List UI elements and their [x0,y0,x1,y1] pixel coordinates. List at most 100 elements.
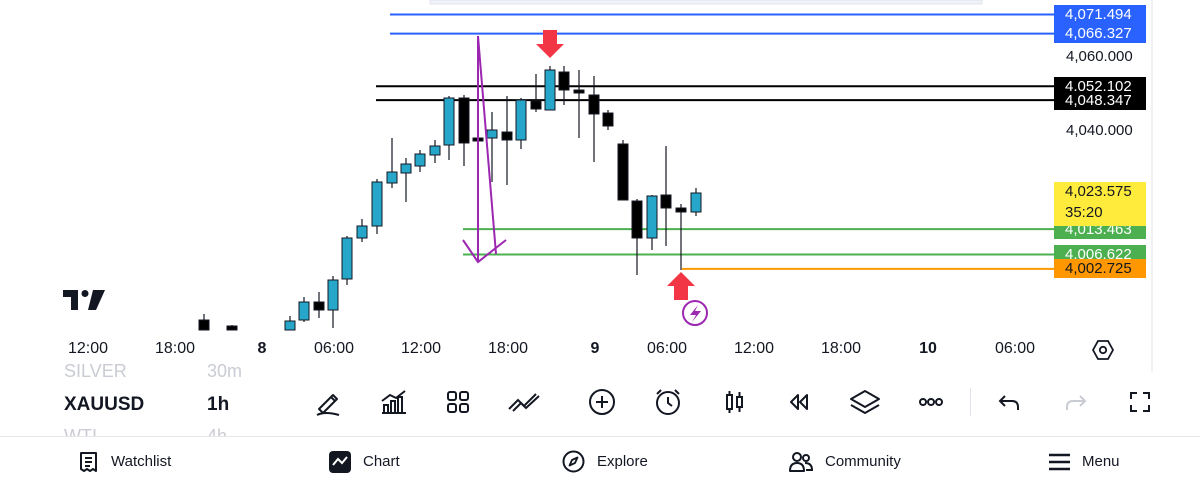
more-icon[interactable] [913,384,949,420]
candle [588,76,600,162]
candle [327,276,339,328]
candle [313,292,325,318]
candle [198,314,210,331]
drawings-icon[interactable] [506,384,542,420]
bottom-navigation: Watchlist Chart Explore Community Menu [0,436,1200,486]
candle-body [356,225,368,239]
candle-body [573,89,585,94]
price-label: 4,071.494 [1054,4,1146,24]
time-axis-tick: 12:00 [733,340,775,357]
nav-watchlist[interactable]: Watchlist [79,437,171,486]
alert-icon[interactable] [650,384,686,420]
candle-body [429,145,441,156]
nav-menu[interactable]: Menu [1049,437,1120,486]
candle-type-icon[interactable] [716,384,752,420]
candle [544,66,556,111]
lightning-icon [690,305,701,322]
layouts-icon[interactable] [440,384,476,420]
time-axis-tick: 18:00 [154,340,196,357]
candle-body [530,100,542,110]
candle-body [226,325,238,331]
nav-community[interactable]: Community [789,437,901,486]
candle [226,325,238,331]
indicators-icon[interactable] [375,384,411,420]
candle [341,236,353,285]
candle [414,150,426,172]
chart-toolbar: SILVER 30m XAUUSD 1h WTI 4h [0,361,1200,446]
candle-body [386,171,398,184]
time-axis-tick: 8 [257,340,267,357]
candle [617,140,629,201]
time-axis-tick: 12:00 [67,340,109,357]
price-label: 4,002.725 [1054,259,1146,279]
time-axis-tick: 06:00 [994,340,1036,357]
candle [660,146,672,246]
undo-icon[interactable] [991,384,1027,420]
candle-body [284,320,296,331]
candle [284,316,296,331]
candle [675,204,687,270]
pencil-icon[interactable] [310,384,346,420]
price-label: 4,066.327 [1054,24,1146,44]
candle-body [617,143,629,201]
candle [429,140,441,163]
layers-icon[interactable] [847,384,883,420]
candle-body [515,99,527,141]
candle-body [371,181,383,227]
candle [530,74,542,112]
candle-body [690,192,702,213]
candle [646,195,658,250]
time-axis-tick: 06:00 [313,340,355,357]
candle-body [602,112,614,127]
candle [356,219,368,242]
nav-explore[interactable]: Explore [562,437,648,486]
time-axis-tick: 9 [590,340,600,357]
candle-body [588,94,600,115]
candle-body [414,153,426,167]
candle [573,70,585,138]
redo-icon[interactable] [1058,384,1094,420]
candle [690,188,702,216]
candle-body [646,195,658,239]
candle [298,297,310,322]
fullscreen-icon[interactable] [1122,384,1158,420]
price-axis-tick: 4,060.000 [1066,48,1133,65]
price-label: 4,023.575 35:20 [1054,182,1146,227]
add-icon[interactable] [584,384,620,420]
trend-arrowhead-icon [462,239,507,264]
candle-body [458,97,470,144]
candle [400,158,412,202]
price-label: 4,048.347 [1054,90,1146,110]
candle-body [198,319,210,331]
buy-arrow-icon [667,272,695,300]
candle-body [400,163,412,174]
time-axis-tick: 18:00 [487,340,529,357]
chart-area[interactable]: 4,060.000 4,040.000 4,071.494 4,066.327 4,0… [0,0,1200,372]
candle-body [660,194,672,209]
nav-community-label: Community [825,453,901,470]
candle-body [675,207,687,213]
candle [371,179,383,234]
nav-chart[interactable]: Chart [329,437,400,486]
nav-chart-label: Chart [363,453,400,470]
price-chart[interactable] [0,0,1200,372]
replay-icon[interactable] [781,384,817,420]
candle [458,95,470,166]
chart-settings-icon[interactable] [1092,339,1114,361]
time-axis-tick: 10 [919,340,937,357]
menu-icon [1049,453,1070,470]
interval-name[interactable]: 1h [207,394,230,415]
symbol-ghost-above: SILVER [64,361,127,381]
top-overlay-bar [429,0,983,5]
price-label-value: 4,023.575 [1065,183,1132,201]
candle-body [558,71,570,91]
candle [443,96,455,160]
nav-explore-label: Explore [597,453,648,470]
candle-body [501,131,513,141]
toolbar-divider [970,388,971,416]
candle [558,66,570,105]
sell-arrow-icon [536,30,564,58]
symbol-name[interactable]: XAUUSD [64,394,145,415]
chart-icon [329,450,351,473]
candle [501,96,513,185]
